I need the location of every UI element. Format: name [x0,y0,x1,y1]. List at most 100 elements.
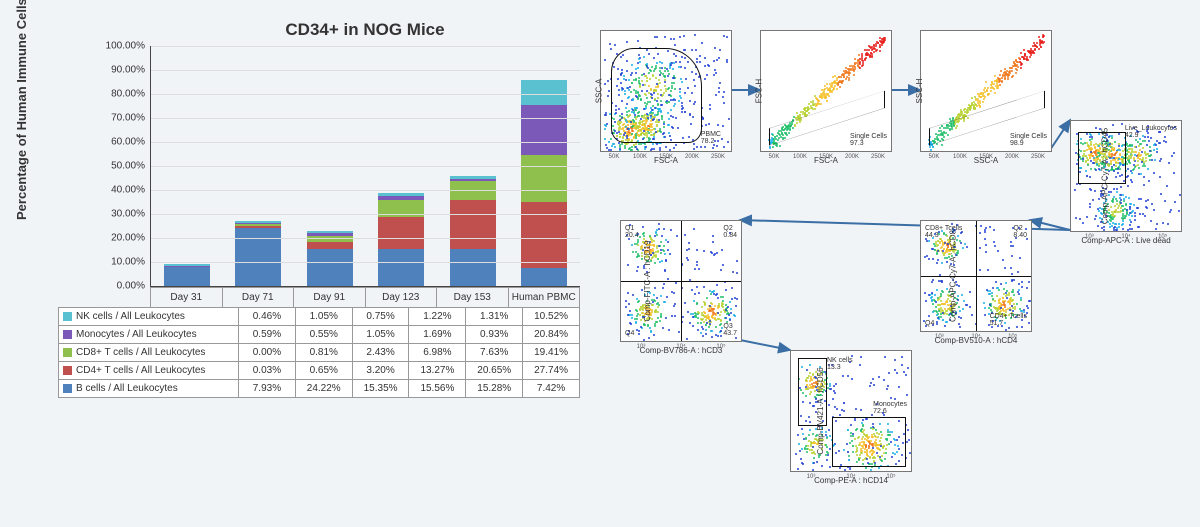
stacked-bar-plot: 0.00%10.00%20.00%30.00%40.00%50.00%60.00… [150,46,580,287]
flow-plot: FSC-AFSC-H50K100K150K200K250KSingle Cell… [760,30,892,152]
bar-segment [450,200,496,250]
y-tick: 100.00% [106,41,151,52]
bar-segment [307,249,353,286]
table-cell: 0.93% [466,326,523,344]
y-tick: 0.00% [117,281,151,292]
legend-swatch [63,330,72,339]
flow-y-label: SSC-A [595,79,604,103]
table-cell: 19.41% [523,344,580,362]
series-name: B cells / All Leukocytes [76,383,178,394]
table-cell: 7.93% [239,380,296,398]
legend-swatch [63,384,72,393]
bar-segment [521,202,567,269]
table-cell: 20.65% [466,362,523,380]
table-cell: 0.03% [239,362,296,380]
table-cell: 0.65% [295,362,352,380]
flow-plot: FSC-ASSC-A50K100K150K200K250KPBMC78.2 [600,30,732,152]
x-axis-category: Human PBMC [509,287,581,307]
bar-segment [521,80,567,105]
table-row-header: Monocytes / All Leukocytes [59,326,239,344]
y-tick: 40.00% [111,185,151,196]
y-tick: 10.00% [111,257,151,268]
y-tick: 30.00% [111,209,151,220]
table-row-header: B cells / All Leukocytes [59,380,239,398]
bar-segment [521,268,567,286]
table-cell: 7.63% [466,344,523,362]
series-name: CD4+ T cells / All Leukocytes [76,365,205,376]
bar-segment [378,249,424,286]
table-cell: 0.46% [239,308,296,326]
left-panel: CD34+ in NOG Mice Percentage of Human Im… [20,20,580,398]
table-cell: 15.28% [466,380,523,398]
x-axis-category: Day 91 [294,287,366,307]
table-cell: 0.75% [352,308,409,326]
table-row-header: CD4+ T cells / All Leukocytes [59,362,239,380]
chart-area: 0.00% 10.00% 20.00% 30.00% 40.00% 50.00% 60.00… [58,46,580,398]
flow-y-label: FSC-H [755,79,764,103]
y-axis-label: Percentage of Human Immune Cells [14,0,29,220]
flow-plot: Comp-PE-A : hCD14Comp-BV421-A : hCD5610³… [790,350,912,472]
table-row: B cells / All Leukocytes 7.93%24.22%15.35… [59,380,580,398]
table-cell: 6.98% [409,344,466,362]
bar-segment [235,228,281,286]
chart-title: CD34+ in NOG Mice [150,20,580,40]
x-axis-category: Day 123 [366,287,438,307]
data-table: NK cells / All Leukocytes0.46%1.05%0.75%… [58,307,580,398]
x-axis-category: Day 31 [150,287,223,307]
table-cell: 27.74% [523,362,580,380]
flow-arrow [1030,220,1070,230]
y-tick: 50.00% [111,161,151,172]
table-cell: 0.81% [295,344,352,362]
legend-swatch [63,366,72,375]
y-tick: 80.00% [111,89,151,100]
bar-segment [164,267,210,286]
flow-panels: FSC-ASSC-A50K100K150K200K250KPBMC78.2FSC… [600,20,1180,510]
table-cell: 15.56% [409,380,466,398]
bar-segment [521,105,567,155]
bar-segment [450,249,496,286]
table-cell: 1.05% [352,326,409,344]
flow-plot: Comp-BV786-A : hCD3Comp-FITC-A : hCD1910… [620,220,742,342]
table-cell: 15.35% [352,380,409,398]
flow-arrow [740,340,790,350]
table-row: NK cells / All Leukocytes 0.46%1.05%0.75%… [59,308,580,326]
table-cell: 24.22% [295,380,352,398]
bar-segment [521,155,567,202]
table-cell: 20.84% [523,326,580,344]
y-tick: 60.00% [111,137,151,148]
series-name: NK cells / All Leukocytes [76,311,185,322]
flow-plot: Comp-APC-A : Live deadComp-APC-Cy7-A : h… [1070,120,1182,232]
bar-segment [307,242,353,250]
flow-plot: Comp-BV510-A : hCD4Comp-APC-Cy7-A : hCD8… [920,220,1032,332]
table-row-header: CD8+ T cells / All Leukocytes [59,344,239,362]
y-tick: 90.00% [111,65,151,76]
y-tick: 20.00% [111,233,151,244]
table-row: CD8+ T cells / All Leukocytes 0.00%0.81%2… [59,344,580,362]
x-axis-category: Day 71 [223,287,295,307]
table-cell: 0.55% [295,326,352,344]
table-cell: 2.43% [352,344,409,362]
table-row-header: NK cells / All Leukocytes [59,308,239,326]
table-cell: 1.31% [466,308,523,326]
table-row: Monocytes / All Leukocytes 0.59%0.55%1.05… [59,326,580,344]
table-cell: 0.00% [239,344,296,362]
flow-plot: SSC-ASSC-H50K100K150K200K250KSingle Cell… [920,30,1052,152]
table-cell: 3.20% [352,362,409,380]
table-cell: 13.27% [409,362,466,380]
table-cell: 10.52% [523,308,580,326]
table-cell: 1.22% [409,308,466,326]
x-axis-labels: Day 31Day 71Day 91Day 123Day 153Human PB… [150,287,580,307]
table-cell: 1.69% [409,326,466,344]
x-axis-category: Day 153 [437,287,509,307]
table-cell: 0.59% [239,326,296,344]
legend-swatch [63,312,72,321]
figure-root: CD34+ in NOG Mice Percentage of Human Im… [0,0,1200,527]
table-cell: 1.05% [295,308,352,326]
legend-swatch [63,348,72,357]
series-name: CD8+ T cells / All Leukocytes [76,347,205,358]
table-row: CD4+ T cells / All Leukocytes 0.03%0.65%3… [59,362,580,380]
series-name: Monocytes / All Leukocytes [76,329,197,340]
bar-segment [378,217,424,249]
y-tick: 70.00% [111,113,151,124]
flow-arrow [1050,120,1070,150]
